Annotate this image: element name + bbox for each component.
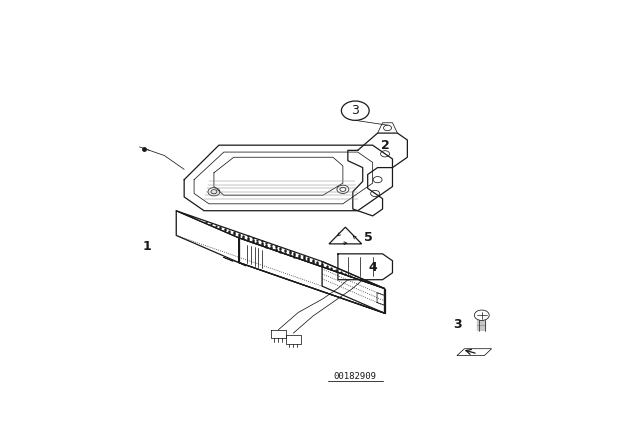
- Text: 4: 4: [368, 261, 377, 274]
- Polygon shape: [329, 227, 362, 244]
- Text: 2: 2: [381, 139, 389, 152]
- Text: 1: 1: [143, 241, 151, 254]
- Text: 5: 5: [364, 231, 373, 244]
- Polygon shape: [457, 349, 492, 356]
- Text: 3: 3: [454, 318, 462, 331]
- Text: 3: 3: [351, 104, 359, 117]
- Text: 00182909: 00182909: [334, 372, 377, 381]
